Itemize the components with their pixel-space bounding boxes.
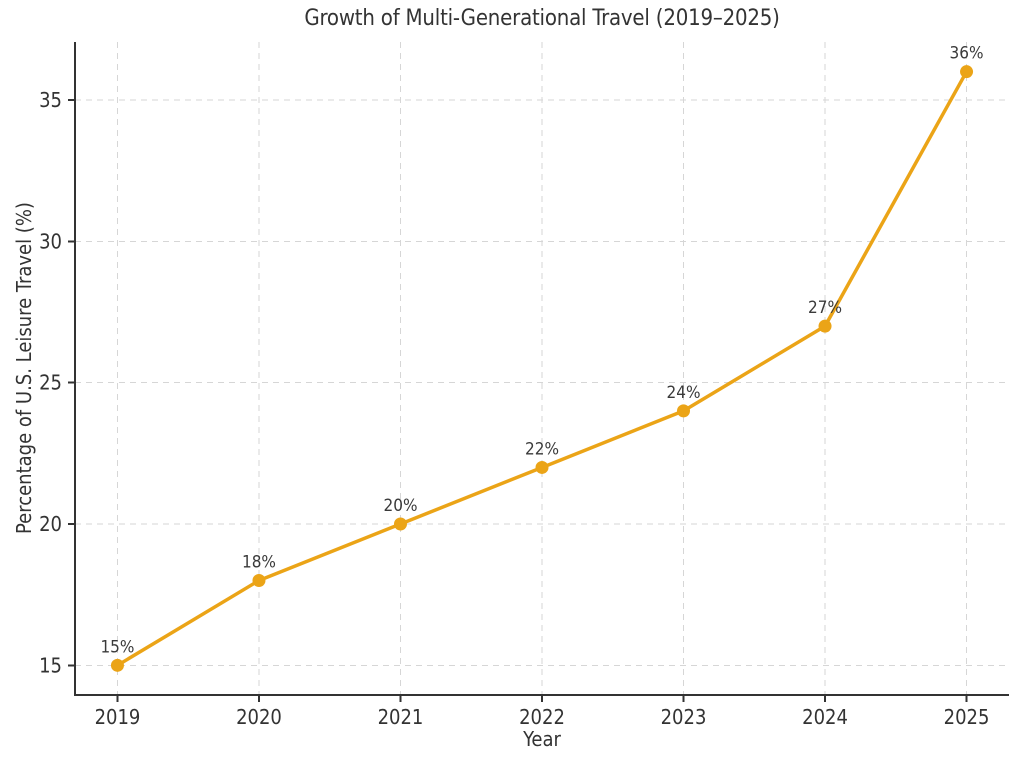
x-tick-label: 2022 xyxy=(519,705,565,729)
y-tick-label: 35 xyxy=(39,88,62,112)
data-point xyxy=(677,404,691,418)
y-tick-label: 25 xyxy=(39,371,62,395)
data-point-label: 15% xyxy=(100,637,134,657)
data-point-label: 18% xyxy=(242,553,276,573)
data-point xyxy=(393,517,407,531)
data-point xyxy=(960,65,974,79)
chart-title: Growth of Multi-Generational Travel (201… xyxy=(304,6,780,31)
y-tick-label: 20 xyxy=(39,512,62,536)
x-tick-label: 2025 xyxy=(944,705,990,729)
x-tick-label: 2023 xyxy=(661,705,707,729)
data-point-label: 27% xyxy=(808,298,842,318)
x-tick-label: 2019 xyxy=(95,705,141,729)
trend-line xyxy=(115,69,969,668)
data-point-label: 24% xyxy=(667,383,701,403)
data-point xyxy=(110,658,124,672)
data-point xyxy=(252,574,266,588)
data-point-label: 22% xyxy=(525,439,559,459)
x-tick-label: 2024 xyxy=(802,705,848,729)
data-point xyxy=(818,319,832,333)
data-point xyxy=(535,460,549,474)
y-tick-label: 15 xyxy=(39,653,62,677)
x-tick-label: 2021 xyxy=(378,705,424,729)
x-tick-label: 2020 xyxy=(236,705,282,729)
data-point-label: 36% xyxy=(950,44,984,64)
data-point-label: 20% xyxy=(383,496,417,516)
y-axis-label: Percentage of U.S. Leisure Travel (%) xyxy=(12,202,36,534)
y-tick-label: 30 xyxy=(39,229,62,253)
x-axis-label: Year xyxy=(523,727,561,751)
